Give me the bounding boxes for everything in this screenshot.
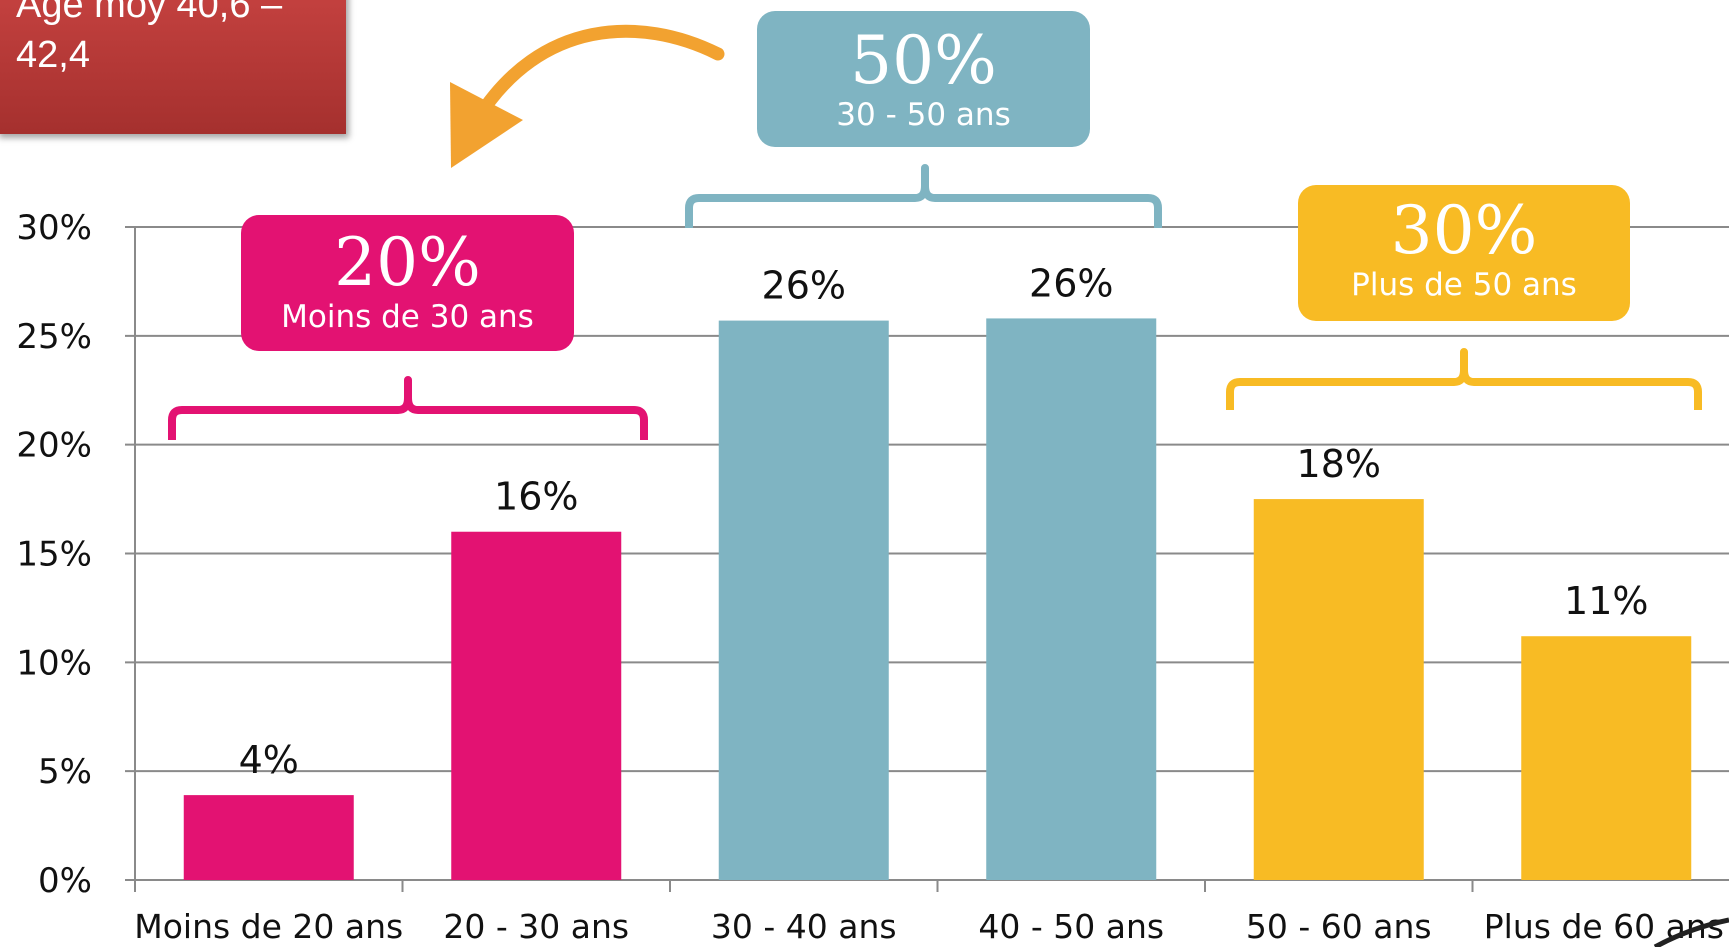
bar-4 [986, 318, 1157, 880]
category-label-3: 30 - 40 ans [711, 907, 897, 946]
group-percent-under-30: 20% [334, 224, 481, 301]
gridlines [125, 226, 1729, 881]
group-box-30-50: 50% 30 - 50 ans [757, 11, 1090, 147]
category-label-4: 40 - 50 ans [978, 907, 1164, 946]
average-age-line-2: 42,4 [16, 34, 90, 76]
y-tick-label: 0% [38, 861, 92, 901]
y-tick-label: 20% [16, 426, 92, 466]
decorative-corner-curve [1653, 917, 1729, 947]
value-label-6: 11% [1564, 579, 1648, 623]
value-label-2: 16% [494, 475, 578, 519]
curved-arrow-icon [471, 24, 725, 125]
y-tick-label: 10% [16, 643, 92, 683]
category-label-2: 20 - 30 ans [443, 907, 629, 946]
category-label-6: Plus de 60 ans [1484, 907, 1724, 946]
bars [183, 318, 1692, 880]
y-tick-label: 15% [16, 535, 92, 575]
value-label-3: 26% [762, 264, 846, 308]
bar-5 [1253, 499, 1424, 880]
group-label-30-50: 30 - 50 ans [836, 97, 1011, 133]
category-label-1: Moins de 20 ans [134, 907, 403, 946]
arrow-head-icon [450, 82, 523, 168]
bar-3 [718, 320, 889, 880]
group-brace-blue [685, 164, 1162, 228]
group-percent-30-50: 50% [850, 22, 997, 99]
bar-6 [1521, 636, 1692, 880]
average-age-note: Age moy 40,6 – 42,4 [0, 0, 346, 134]
y-tick-label: 5% [38, 752, 92, 792]
value-label-1: 4% [239, 738, 299, 782]
y-tick-label: 30% [16, 208, 92, 248]
group-box-over-50: 30% Plus de 50 ans [1298, 185, 1630, 321]
group-brace-pink [168, 376, 648, 440]
bar-2 [451, 531, 622, 880]
group-box-under-30: 20% Moins de 30 ans [241, 215, 574, 351]
bar-1 [183, 795, 354, 880]
group-percent-over-50: 30% [1390, 192, 1538, 269]
value-labels: 4% Moins de 20 ans 16% 20 - 30 ans 26% 30 - 4… [134, 261, 1724, 946]
category-label-5: 50 - 60 ans [1246, 907, 1432, 946]
group-label-over-50: Plus de 50 ans [1351, 267, 1577, 303]
value-label-4: 26% [1029, 261, 1113, 305]
group-brace-yellow [1226, 348, 1702, 410]
group-label-under-30: Moins de 30 ans [281, 299, 534, 335]
average-age-line-1: Age moy 40,6 – [16, 0, 283, 26]
axes: 0% 5% 10% 15% 20% 25% 30% [16, 208, 1474, 901]
value-label-5: 18% [1297, 442, 1381, 486]
y-tick-label: 25% [16, 317, 92, 357]
